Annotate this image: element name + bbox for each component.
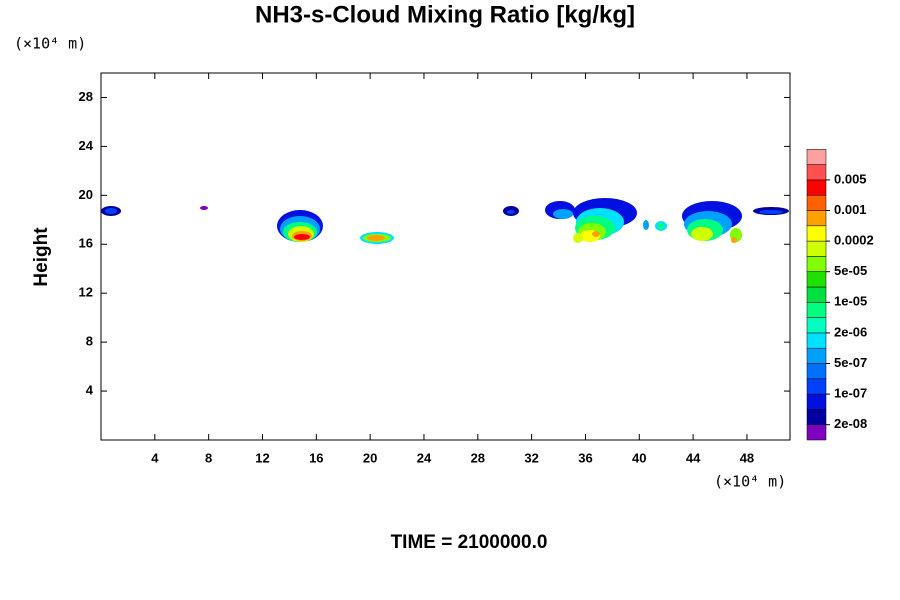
colorbar-box <box>806 302 827 318</box>
x-tick-label: 20 <box>363 450 377 465</box>
x-tick-label: 44 <box>686 450 701 465</box>
y-tick-label: 12 <box>79 285 93 300</box>
footer: TIME = 2100000.0 <box>391 532 548 553</box>
colorbar-box <box>806 424 827 441</box>
x-tick-label: 12 <box>255 450 269 465</box>
x-tick-label: 28 <box>471 450 485 465</box>
y-tick-label: 20 <box>79 187 93 202</box>
x-tick-label: 40 <box>632 450 646 465</box>
colorbar-box <box>806 149 827 165</box>
colorbar-box <box>806 317 827 334</box>
colorbar-label: 5e-05 <box>834 263 867 278</box>
y-axis-label: Height <box>31 227 52 287</box>
colorbar-box <box>806 164 827 181</box>
x-tick-label: 8 <box>205 450 212 465</box>
colorbar-label: 0.005 <box>834 171 867 186</box>
colorbar-box <box>806 378 827 395</box>
colorbar-label: 2e-06 <box>834 324 867 339</box>
x-tick-label: 36 <box>578 450 592 465</box>
x-tick-label: 16 <box>309 450 323 465</box>
x-unit: (×10⁴ m) <box>714 473 786 491</box>
y-unit: (×10⁴ m) <box>14 35 86 53</box>
chart-title: NH3-s-Cloud Mixing Ratio [kg/kg] <box>255 1 635 28</box>
colorbar-box <box>806 393 827 410</box>
colorbar-box <box>806 409 827 425</box>
x-tick-label: 24 <box>417 450 432 465</box>
colorbar-label: 5e-07 <box>834 355 867 370</box>
colorbar-label: 2e-08 <box>834 416 867 431</box>
y-tick-label: 8 <box>86 334 93 349</box>
colorbar-label: 0.001 <box>834 202 867 217</box>
x-tick-label: 32 <box>524 450 538 465</box>
plot-frame <box>100 72 791 441</box>
y-tick-label: 24 <box>79 138 94 153</box>
y-tick-label: 16 <box>79 236 93 251</box>
colorbar-box <box>806 240 827 257</box>
colorbar-box <box>806 210 827 227</box>
colorbar-box <box>806 194 827 211</box>
colorbar-label: 1e-05 <box>834 294 867 309</box>
colorbar-box <box>806 256 827 272</box>
x-tick-label: 4 <box>151 450 159 465</box>
colorbar-box <box>806 347 827 364</box>
colorbar-box <box>806 179 827 196</box>
colorbar-box <box>806 225 827 242</box>
colorbar-box <box>806 363 827 380</box>
colorbar-label: 1e-07 <box>834 386 867 401</box>
colorbar-label: 0.0002 <box>834 233 874 248</box>
colorbar-box <box>806 332 827 349</box>
colorbar-box <box>806 286 827 303</box>
cloud-field <box>101 198 789 244</box>
colorbar-box <box>806 271 827 288</box>
y-tick-label: 28 <box>79 89 93 104</box>
y-tick-label: 4 <box>86 383 94 398</box>
x-tick-label: 48 <box>740 450 754 465</box>
